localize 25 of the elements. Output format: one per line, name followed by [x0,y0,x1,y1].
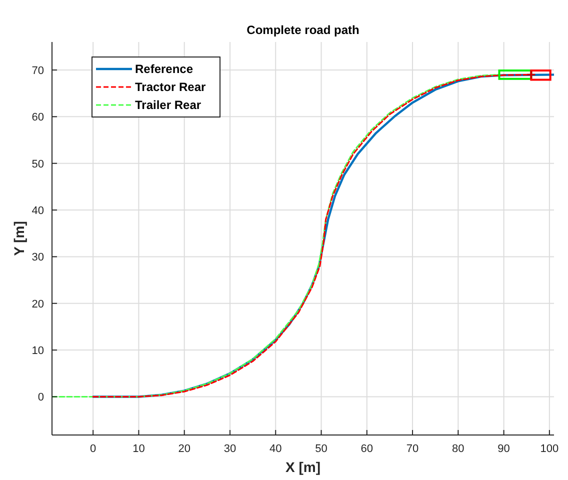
y-tick-label: 0 [38,392,44,404]
y-tick-label: 30 [32,252,44,264]
y-tick-label: 20 [32,298,44,310]
x-tick-label: 20 [178,443,190,455]
x-tick-label: 80 [452,443,464,455]
x-axis-title: X [m] [286,459,320,475]
x-tick-label: 90 [498,443,510,455]
x-tick-label: 100 [540,443,559,455]
x-tick-label: 30 [224,443,236,455]
y-axis-title: Y [m] [11,221,27,256]
x-tick-label: 0 [90,443,96,455]
y-tick-label: 40 [32,205,44,218]
y-tick-label: 70 [32,65,44,78]
chart-title: Complete road path [246,23,360,37]
x-tick-label: 70 [406,443,419,455]
legend-label: Tractor Rear [135,80,206,94]
legend-label: Reference [135,62,194,76]
x-tick-label: 10 [132,443,145,455]
x-tick-label: 60 [360,443,374,455]
x-tick-label: 50 [315,443,328,455]
y-tick-label: 60 [32,112,44,124]
y-tick-label: 50 [32,158,44,170]
y-tick-label: 10 [32,345,44,358]
legend-label: Trailer Rear [135,98,202,112]
x-tick-label: 40 [269,443,282,455]
